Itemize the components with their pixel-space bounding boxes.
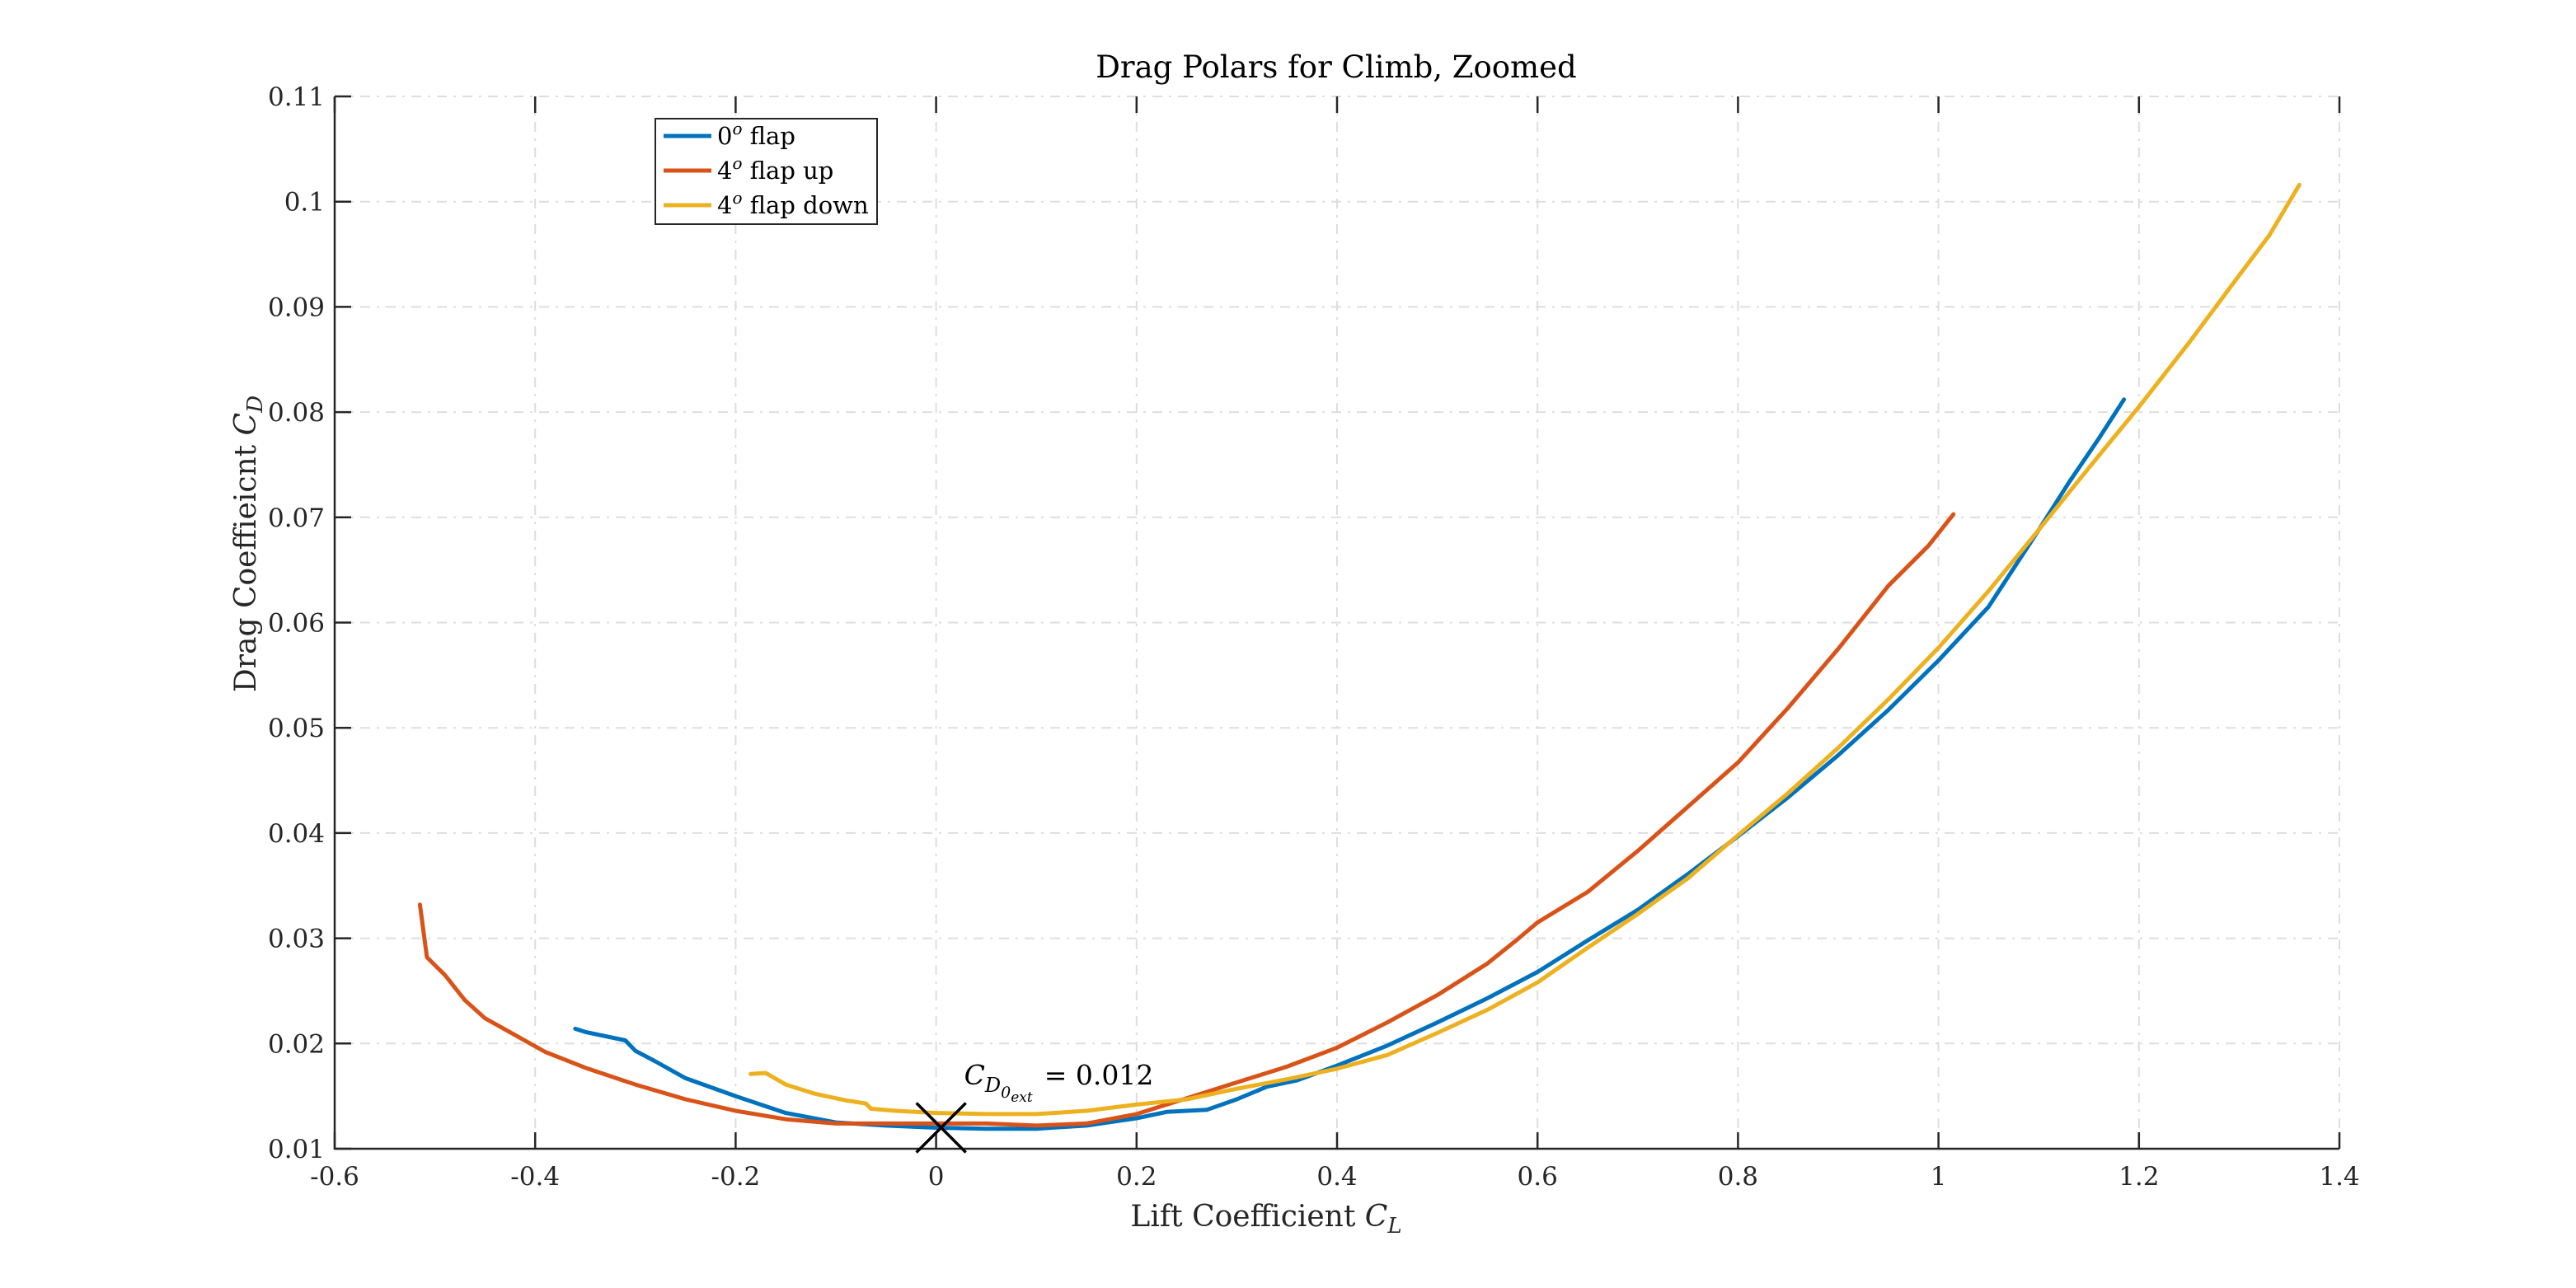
annotations: CD0ext= 0.012 — [915, 1059, 1154, 1154]
cd0-marker — [915, 1102, 967, 1154]
y-tick-label: 0.06 — [268, 609, 325, 639]
series-line-4-o-flap-down — [748, 182, 2302, 1117]
cd0-annotation: CD0ext= 0.012 — [964, 1059, 1154, 1106]
y-tick-label: 0.11 — [268, 82, 325, 112]
x-axis-title: Lift Coefficient CL — [1130, 1200, 1401, 1239]
legend-label: 4o flap up — [717, 153, 833, 185]
y-tick-label: 0.05 — [268, 714, 325, 743]
x-tick-label: 1.4 — [2319, 1162, 2359, 1192]
x-axis-title-subscript: L — [1387, 1214, 1401, 1239]
x-tick-label: 1 — [1931, 1162, 1947, 1192]
x-tick-label: -0.4 — [510, 1162, 560, 1192]
x-axis-title-symbol: C — [1365, 1200, 1388, 1234]
x-tick-label: 1.2 — [2119, 1162, 2159, 1192]
series-line-0-o-flap — [573, 397, 2127, 1131]
y-axis-title-text: Drag Coeffieicnt — [229, 435, 263, 692]
y-tick-label: 0.01 — [268, 1135, 325, 1164]
y-tick-label: 0.09 — [268, 293, 325, 322]
y-tick-label: 0.1 — [284, 188, 325, 218]
y-tick-label: 0.02 — [268, 1029, 325, 1059]
y-tick-label: 0.08 — [268, 398, 325, 428]
x-tick-label: -0.2 — [711, 1162, 761, 1192]
x-axis-title-text: Lift Coefficient — [1130, 1200, 1364, 1234]
chart-title: Drag Polars for Climb, Zoomed — [1096, 49, 1576, 85]
x-axis-ticks: -0.6 -0.4 -0.2 0 0.2 0.4 0.6 0.8 1 1.2 1.4 — [310, 96, 2360, 1192]
legend-label: 0o flap — [717, 119, 795, 150]
series-lines — [417, 182, 2302, 1131]
legend-label: 4o flap down — [717, 188, 869, 219]
y-tick-label: 0.07 — [268, 503, 325, 533]
y-axis-title: Drag Coeffieicnt CD — [229, 396, 268, 692]
y-axis-title-symbol: C — [229, 413, 263, 436]
x-tick-label: 0 — [928, 1162, 945, 1192]
x-tick-label: 0.8 — [1718, 1162, 1758, 1192]
x-tick-label: -0.6 — [310, 1162, 359, 1192]
y-axis-title-subscript: D — [243, 396, 268, 414]
series-line-4-o-flap-up — [417, 512, 1956, 1128]
y-tick-label: 0.03 — [268, 925, 325, 954]
grid-lines — [335, 96, 2340, 1149]
x-tick-label: 0.4 — [1316, 1162, 1357, 1192]
x-tick-label: 0.6 — [1518, 1162, 1558, 1192]
y-tick-label: 0.04 — [268, 819, 325, 849]
x-tick-label: 0.2 — [1116, 1162, 1157, 1192]
y-axis-ticks: 0.01 0.02 0.03 0.04 0.05 0.06 0.07 0.08 0.09 0.1 0… — [268, 82, 351, 1164]
